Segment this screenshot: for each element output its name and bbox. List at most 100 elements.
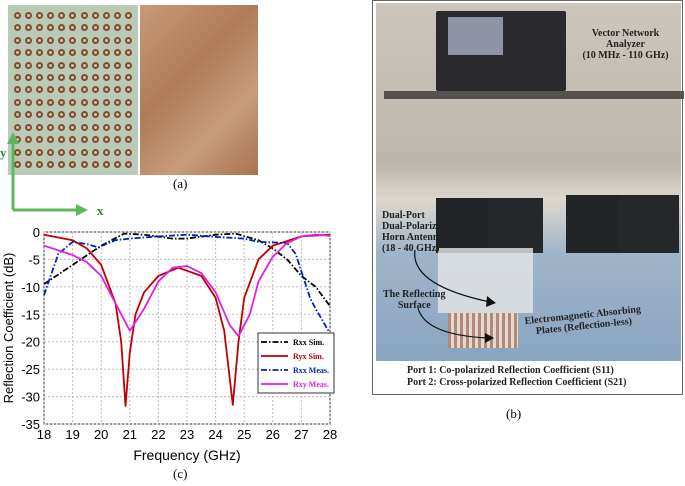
unit-cell — [101, 34, 112, 46]
x-tick-label: 22 — [151, 427, 165, 442]
vna-label-line: (10 MHz - 110 GHz) — [582, 50, 669, 61]
ring-element — [69, 86, 77, 94]
x-tick-label: 21 — [123, 427, 137, 442]
ring-element — [14, 11, 22, 19]
ring-element — [36, 49, 44, 57]
ring-element — [113, 161, 121, 169]
series-line-rxy-meas- — [43, 233, 331, 338]
unit-cell — [123, 134, 134, 146]
unit-cell — [123, 71, 134, 83]
ring-element — [124, 123, 132, 131]
ring-element — [113, 98, 121, 106]
ring-element — [69, 148, 77, 156]
ring-element — [91, 98, 99, 106]
ring-element — [91, 111, 99, 119]
unit-cell — [90, 59, 101, 71]
unit-cell — [56, 146, 67, 158]
unit-cell — [79, 146, 90, 158]
unit-cell — [123, 46, 134, 58]
unit-cell — [67, 121, 78, 133]
y-axis-label: Reflection Coefficient (dB) — [1, 253, 16, 404]
unit-cell — [112, 34, 123, 46]
ring-element — [91, 161, 99, 169]
unit-cell — [56, 159, 67, 171]
ring-element — [58, 49, 66, 57]
unit-cell — [56, 59, 67, 71]
ring-element — [58, 123, 66, 131]
unit-cell — [101, 121, 112, 133]
unit-cell — [12, 121, 23, 133]
unit-cell — [12, 9, 23, 21]
unit-cell — [79, 134, 90, 146]
ring-element — [36, 136, 44, 144]
ring-element — [113, 49, 121, 57]
horn-label-line: Dual-Polarized — [382, 221, 447, 232]
ring-element — [14, 49, 22, 57]
ring-element — [36, 123, 44, 131]
ring-element — [124, 36, 132, 44]
unit-cell — [90, 46, 101, 58]
unit-cell — [12, 109, 23, 121]
ring-element — [113, 11, 121, 19]
ring-element — [36, 11, 44, 19]
unit-cell — [67, 34, 78, 46]
unit-cell — [90, 121, 101, 133]
unit-cell — [23, 121, 34, 133]
ring-element — [14, 61, 22, 69]
unit-cell — [112, 9, 123, 21]
unit-cell — [112, 109, 123, 121]
unit-cell — [45, 46, 56, 58]
ring-element — [102, 74, 110, 82]
ring-element — [102, 49, 110, 57]
unit-cell — [56, 134, 67, 146]
unit-cell — [79, 84, 90, 96]
unit-cell — [101, 46, 112, 58]
ring-element — [69, 136, 77, 144]
unit-cell — [12, 46, 23, 58]
unit-cell — [23, 146, 34, 158]
unit-cell — [56, 71, 67, 83]
ring-element — [80, 136, 88, 144]
ring-element — [14, 148, 22, 156]
ring-element — [113, 111, 121, 119]
ring-element — [91, 24, 99, 32]
unit-cell — [45, 121, 56, 133]
ring-element — [80, 148, 88, 156]
horn-arrow — [414, 249, 491, 303]
unit-cell — [45, 84, 56, 96]
unit-cell — [23, 84, 34, 96]
unit-cell — [79, 21, 90, 33]
unit-cell — [67, 9, 78, 21]
ring-element — [80, 161, 88, 169]
y-tick-label: -35 — [21, 417, 40, 432]
ring-element — [58, 161, 66, 169]
unit-cell — [23, 46, 34, 58]
surface-label-line: The Reflecting — [383, 289, 446, 300]
ring-element — [91, 11, 99, 19]
ring-element — [91, 61, 99, 69]
unit-cell — [12, 34, 23, 46]
ring-element — [58, 98, 66, 106]
ring-element — [80, 86, 88, 94]
x-tick-label: 18 — [37, 427, 51, 442]
legend-label: Ryx Sim. — [293, 352, 324, 361]
ring-element — [124, 136, 132, 144]
unit-cell — [123, 34, 134, 46]
ring-element — [80, 49, 88, 57]
ring-element — [102, 86, 110, 94]
unit-cell — [90, 21, 101, 33]
port1-note: Port 1: Co-polarized Reflection Coeffici… — [407, 365, 614, 376]
ring-element — [47, 61, 55, 69]
unit-cell — [45, 21, 56, 33]
ring-element — [124, 24, 132, 32]
x-tick-label: 25 — [237, 427, 251, 442]
ring-element — [102, 111, 110, 119]
unit-cell — [67, 134, 78, 146]
series-line-rxx-meas- — [43, 233, 331, 334]
unit-cell — [101, 59, 112, 71]
measurement-setup-photo — [376, 3, 684, 361]
ring-element — [25, 148, 33, 156]
ring-element — [47, 148, 55, 156]
ring-element — [80, 24, 88, 32]
unit-cell — [56, 84, 67, 96]
